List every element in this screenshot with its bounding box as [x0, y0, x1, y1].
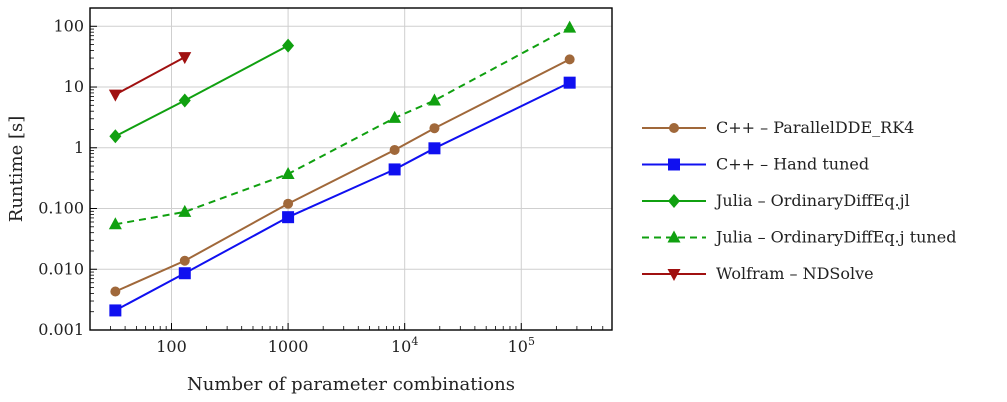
data-point — [178, 93, 191, 108]
legend-marker — [668, 158, 680, 171]
data-point — [178, 267, 191, 280]
series-5 — [108, 52, 192, 102]
data-point — [563, 76, 576, 89]
data-point — [178, 52, 192, 65]
x-tick-label: 105 — [508, 335, 535, 356]
legend-label: Wolfram – NDSolve — [716, 264, 874, 283]
data-point — [281, 166, 295, 179]
data-point — [108, 89, 122, 102]
x-axis-label: Number of parameter combinations — [187, 374, 515, 395]
y-tick-label: 100 — [53, 16, 84, 35]
x-tick-base: 10 — [391, 337, 411, 356]
y-tick-label: 1 — [74, 138, 84, 157]
y-axis-label: Runtime [s] — [6, 116, 27, 222]
y-tick-label: 0.100 — [38, 199, 84, 218]
legend-label: Julia – OrdinaryDiffEq.j tuned — [714, 228, 956, 247]
y-tick-label: 0.001 — [38, 320, 84, 339]
series-group — [108, 20, 577, 317]
legend-marker — [668, 194, 680, 208]
data-point — [427, 93, 441, 106]
series-4 — [108, 20, 577, 230]
data-point — [283, 198, 294, 209]
legend-label: Julia – OrdinaryDiffEq.jl — [714, 191, 910, 210]
x-tick-exponent: 4 — [411, 335, 418, 348]
data-point — [178, 204, 192, 217]
legend-label: C++ – ParallelDDE_RK4 — [716, 118, 914, 137]
legend: C++ – ParallelDDE_RK4 C++ – Hand tuned Jul… — [642, 118, 956, 283]
data-point — [388, 110, 402, 123]
series-3 — [109, 38, 295, 144]
data-point — [564, 54, 575, 65]
legend-label: C++ – Hand tuned — [716, 155, 869, 174]
legend-item: Julia – OrdinaryDiffEq.jl — [642, 191, 910, 210]
x-tick-label: 1000 — [268, 337, 309, 356]
plot-frame — [89, 7, 613, 331]
legend-item: C++ – Hand tuned — [642, 155, 869, 174]
series-2 — [109, 76, 576, 317]
data-point — [563, 20, 577, 33]
data-point — [389, 144, 400, 155]
data-point — [429, 123, 440, 134]
series-line — [114, 58, 571, 293]
legend-item: Wolfram – NDSolve — [642, 264, 874, 283]
data-point — [179, 255, 190, 266]
legend-marker — [667, 269, 681, 281]
y-tick-label: 0.010 — [38, 259, 84, 278]
data-point — [109, 304, 122, 317]
x-tick-exponent: 5 — [528, 335, 535, 348]
series-1 — [110, 54, 575, 297]
x-tick-base: 10 — [508, 337, 528, 356]
data-point — [282, 211, 295, 224]
legend-marker — [669, 123, 679, 133]
series-line — [114, 56, 186, 96]
legend-marker — [667, 230, 681, 243]
data-point — [110, 286, 121, 297]
x-tick-label: 100 — [156, 337, 187, 356]
series-line — [115, 26, 571, 226]
legend-item: Julia – OrdinaryDiffEq.j tuned — [642, 228, 956, 247]
series-line — [114, 81, 571, 312]
legend-item: C++ – ParallelDDE_RK4 — [642, 118, 914, 137]
series-line — [114, 44, 289, 138]
data-point — [109, 129, 122, 144]
data-point — [108, 217, 122, 230]
data-point — [282, 38, 295, 53]
y-tick-label: 10 — [64, 77, 84, 96]
x-tick-label: 104 — [391, 335, 418, 356]
data-point — [428, 142, 441, 155]
data-point — [388, 163, 401, 176]
